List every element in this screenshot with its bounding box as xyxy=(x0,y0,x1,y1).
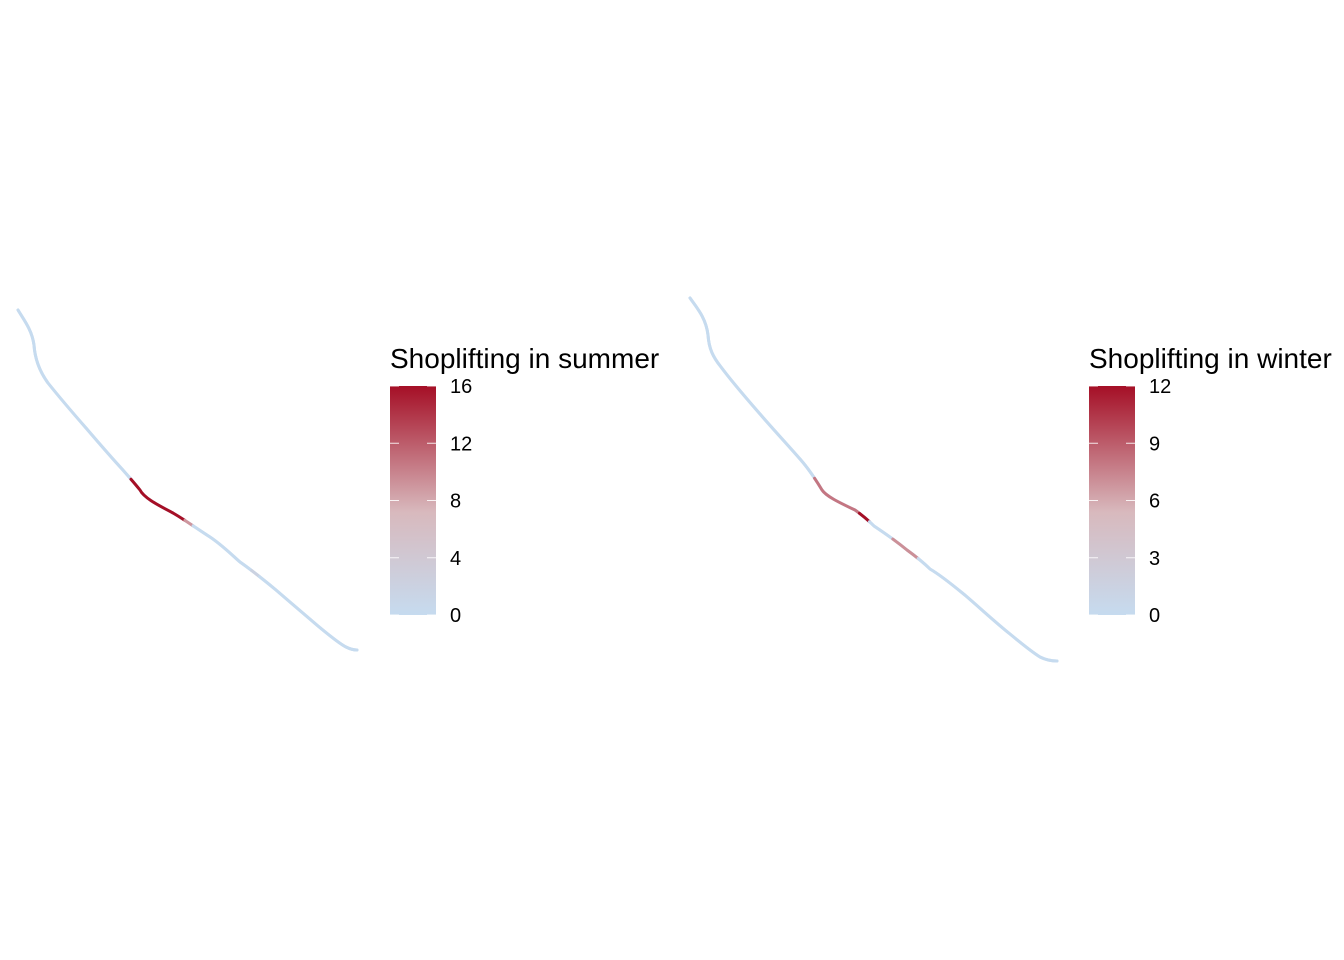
street-segment xyxy=(16,308,359,652)
street-segment xyxy=(16,308,359,652)
street-route-base xyxy=(688,296,1059,663)
street-route-base xyxy=(16,308,359,652)
legend-tick-label: 0 xyxy=(1149,605,1160,627)
legend-tick-label: 3 xyxy=(1149,548,1160,570)
street-segment xyxy=(688,296,1059,663)
legend-tick-label: 6 xyxy=(1149,491,1160,513)
street-segment xyxy=(688,296,1059,663)
legend-tick-label: 0 xyxy=(450,605,461,627)
legend-tick-label: 16 xyxy=(450,376,472,398)
panel-summer: Shoplifting in summer 0 4 8 12 16 xyxy=(16,308,659,652)
street-segment xyxy=(688,296,1059,663)
legend-title: Shoplifting in winter xyxy=(1089,343,1332,374)
street-segment xyxy=(16,308,359,652)
legend-tick-label: 12 xyxy=(450,433,472,455)
legend-title: Shoplifting in summer xyxy=(390,343,659,374)
street-segment xyxy=(16,308,359,652)
street-segment xyxy=(688,296,1059,663)
street-segment xyxy=(16,308,359,652)
street-segment xyxy=(688,296,1059,663)
legend-tick-label: 8 xyxy=(450,491,461,513)
street-segments xyxy=(688,296,1059,663)
street-segment xyxy=(16,308,359,652)
legend-ticks: 0 4 8 12 16 xyxy=(390,376,472,627)
street-segment xyxy=(688,296,1059,663)
legend-tick-label: 12 xyxy=(1149,376,1171,398)
legend-tick-label: 4 xyxy=(450,548,461,570)
legend-tick-label: 9 xyxy=(1149,433,1160,455)
legend-ticks: 0 3 6 9 12 xyxy=(1089,376,1171,627)
panel-winter: Shoplifting in winter 0 3 6 9 12 xyxy=(688,296,1332,663)
street-segments xyxy=(16,308,359,652)
